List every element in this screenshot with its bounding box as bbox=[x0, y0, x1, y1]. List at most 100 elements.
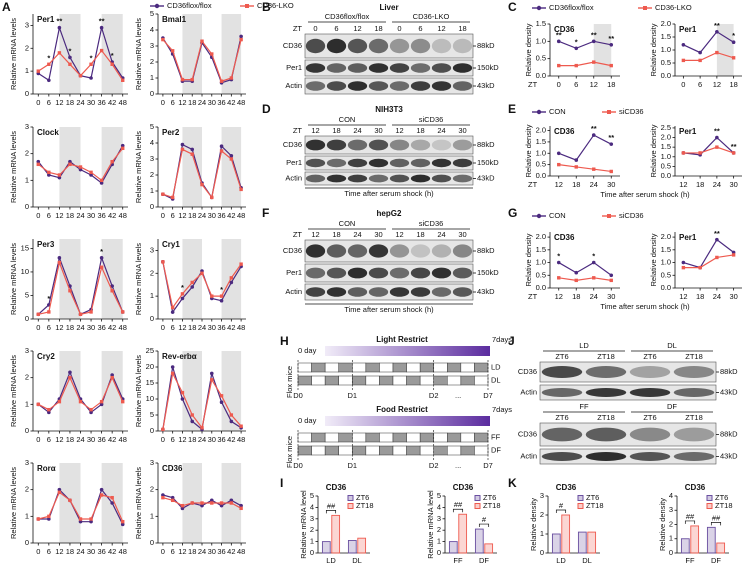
y-tick-label: 3 bbox=[150, 458, 154, 467]
x-tick-label: 0 bbox=[161, 435, 165, 444]
legend-label: siCD36 bbox=[619, 107, 644, 116]
point bbox=[681, 43, 686, 47]
x-tick-label: 24 bbox=[76, 435, 84, 444]
point bbox=[78, 519, 83, 524]
schedule-cell bbox=[474, 375, 489, 386]
point bbox=[110, 375, 114, 380]
point bbox=[47, 62, 51, 66]
y-tick-label: 0.0 bbox=[536, 71, 546, 80]
series-line bbox=[683, 146, 734, 154]
panel-letter: J bbox=[508, 334, 515, 348]
schedule-cell bbox=[392, 362, 407, 373]
bar bbox=[474, 528, 484, 554]
blot-band bbox=[410, 287, 431, 297]
y-tick-label: 25 bbox=[146, 346, 154, 355]
x-tick-label: 0 bbox=[161, 323, 165, 332]
schedule-cell bbox=[447, 362, 462, 373]
point bbox=[89, 407, 93, 412]
point bbox=[170, 371, 175, 376]
y-axis-label: Relative density bbox=[649, 23, 658, 76]
y-axis-label: Relative mRNA levels bbox=[9, 243, 18, 315]
blot-band bbox=[368, 63, 389, 73]
schedule-label: FF bbox=[491, 432, 501, 441]
y-tick-label: 1 bbox=[669, 534, 673, 543]
point bbox=[110, 495, 114, 500]
x-tick-label: 12 bbox=[55, 323, 63, 332]
bracket bbox=[325, 510, 337, 514]
schedule-cell bbox=[297, 375, 312, 386]
chart-title: Per1 bbox=[679, 25, 697, 34]
x-tick-label: 36 bbox=[97, 323, 105, 332]
lane-row-label: ZT bbox=[293, 230, 303, 239]
blot-band bbox=[305, 63, 326, 73]
point bbox=[170, 310, 175, 314]
x-tick-label: 30 bbox=[729, 180, 737, 189]
blot-band bbox=[673, 452, 715, 461]
point bbox=[99, 48, 104, 53]
blot-title: Liver bbox=[379, 3, 398, 12]
x-tick-label: 42 bbox=[108, 323, 116, 332]
x-tick-label: 24 bbox=[198, 211, 206, 220]
y-tick-label: 0 bbox=[150, 202, 154, 211]
schedule-cell bbox=[338, 445, 353, 456]
blot-band bbox=[431, 244, 452, 258]
row-label: Per1 bbox=[286, 63, 302, 72]
blot-band bbox=[629, 452, 671, 461]
x-tick-label: 6 bbox=[47, 435, 51, 444]
point bbox=[574, 158, 579, 162]
x-tick-label: 24 bbox=[713, 180, 721, 189]
blot-band bbox=[541, 388, 583, 397]
y-tick-label: 0 bbox=[310, 548, 314, 557]
shaded-period bbox=[59, 463, 81, 543]
point bbox=[78, 74, 83, 78]
group-label: CON bbox=[339, 219, 356, 228]
y-tick-label: 1.0 bbox=[661, 258, 671, 267]
x-tick-label: FF bbox=[453, 556, 463, 565]
point bbox=[557, 63, 561, 68]
point bbox=[190, 147, 195, 152]
x-tick-label: 6 bbox=[574, 80, 578, 89]
row-label: Per1 bbox=[286, 268, 302, 277]
point bbox=[200, 426, 204, 430]
shaded-period bbox=[59, 14, 81, 94]
schedule-cell bbox=[324, 445, 339, 456]
x-tick-label: 18 bbox=[66, 435, 74, 444]
x-tick-label: 0 bbox=[161, 98, 165, 107]
chart-title: Rev-erbα bbox=[162, 352, 197, 361]
blot-band bbox=[326, 63, 347, 73]
blot-band bbox=[452, 267, 473, 279]
y-tick-label: 1 bbox=[150, 291, 154, 300]
panel-letter: D bbox=[262, 102, 271, 116]
blot-band bbox=[431, 174, 452, 183]
x-tick-label: 18 bbox=[188, 211, 196, 220]
day-label: D7 bbox=[483, 461, 493, 470]
lane-label: 12 bbox=[395, 230, 403, 239]
lane-label: ZT6 bbox=[555, 352, 568, 361]
schedule-label: DF bbox=[491, 445, 501, 454]
x-tick-label: 42 bbox=[227, 323, 235, 332]
blot-band bbox=[431, 158, 452, 168]
point bbox=[200, 501, 204, 505]
point bbox=[200, 503, 204, 508]
blot-band bbox=[326, 244, 347, 258]
significance-mark: * bbox=[181, 283, 184, 292]
blot-band bbox=[389, 267, 410, 279]
blot-band bbox=[326, 81, 347, 91]
panel-letter: H bbox=[280, 334, 289, 348]
significance-mark: * bbox=[90, 53, 93, 62]
point bbox=[229, 498, 234, 503]
y-tick-label: 4 bbox=[150, 138, 154, 147]
x-tick-label: 18 bbox=[607, 80, 615, 89]
blot-band bbox=[452, 38, 473, 54]
y-axis-label: Relative density bbox=[524, 124, 533, 177]
x-prefix: ZT bbox=[528, 180, 538, 189]
blot-title: NIH3T3 bbox=[375, 105, 403, 114]
x-tick-label: 18 bbox=[188, 323, 196, 332]
lane-label: 12 bbox=[311, 230, 319, 239]
lane-row-label: ZT bbox=[293, 126, 303, 135]
x-tick-label: DL bbox=[582, 556, 592, 565]
point bbox=[731, 253, 736, 257]
bracket bbox=[478, 523, 490, 528]
blot-band bbox=[452, 139, 473, 151]
